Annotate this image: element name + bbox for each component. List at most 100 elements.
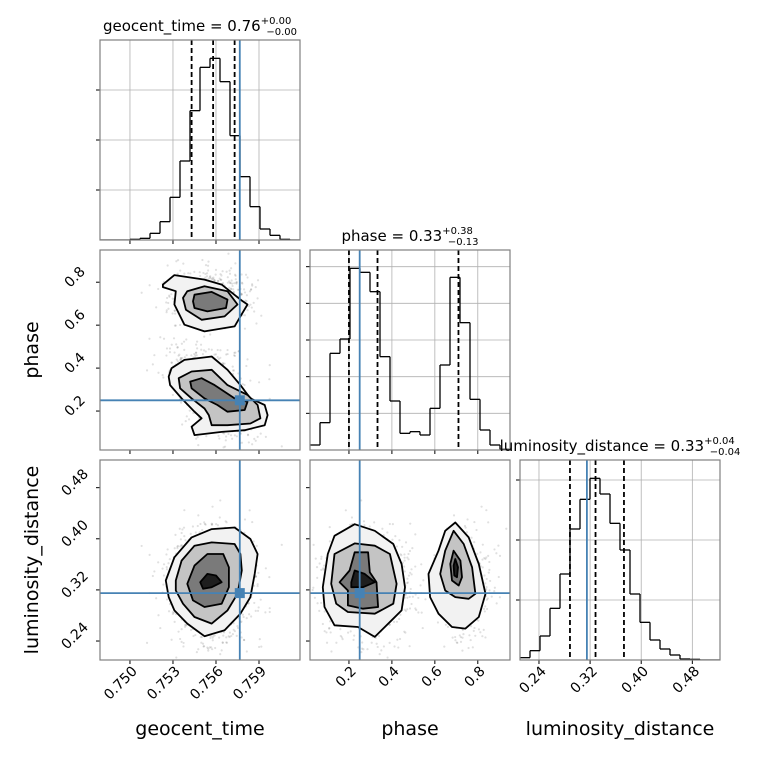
y-tick-label: 0.4 [62, 350, 89, 377]
scatter-point [218, 437, 221, 440]
scatter-point [451, 636, 454, 639]
scatter-point [221, 362, 224, 365]
scatter-point [495, 552, 498, 555]
scatter-point [214, 273, 217, 276]
scatter-point [225, 636, 228, 639]
scatter-point [483, 574, 486, 577]
scatter-point [403, 570, 406, 573]
scatter-point [233, 282, 236, 285]
scatter-point [216, 279, 220, 282]
scatter-point [165, 598, 169, 601]
scatter-point [240, 273, 243, 276]
scatter-point [243, 383, 246, 387]
scatter-point [403, 565, 406, 568]
scatter-point [230, 279, 233, 282]
scatter-point [320, 555, 323, 558]
scatter-point [374, 661, 376, 663]
scatter-point [495, 602, 498, 605]
scatter-point [232, 369, 236, 372]
truth-marker [354, 588, 365, 599]
scatter-point [236, 626, 240, 630]
scatter-point [218, 636, 221, 639]
scatter-point [409, 587, 412, 591]
scatter-point [250, 306, 253, 309]
scatter-point [251, 283, 254, 286]
scatter-point [219, 278, 222, 282]
scatter-point [176, 360, 180, 363]
scatter-point [228, 269, 231, 272]
scatter-point [328, 526, 331, 529]
scatter-point [223, 432, 226, 435]
scatter-point [321, 622, 324, 626]
scatter-point [268, 378, 271, 381]
scatter-point [153, 570, 156, 573]
scatter-point [148, 553, 151, 556]
scatter-point [201, 642, 205, 645]
scatter-point [180, 342, 183, 345]
scatter-point [251, 284, 254, 287]
scatter-point [253, 601, 256, 605]
histogram-panel-phase [306, 249, 511, 454]
scatter-point [171, 393, 174, 397]
scatter-point [403, 556, 406, 559]
scatter-point [268, 576, 271, 579]
scatter-point [280, 445, 283, 448]
scatter-point [193, 270, 196, 273]
scatter-point [415, 608, 418, 612]
scatter-point [218, 516, 221, 519]
scatter-point [223, 362, 226, 365]
scatter-point [302, 598, 304, 600]
scatter-point [176, 272, 179, 275]
scatter-point [242, 288, 246, 291]
scatter-point [485, 588, 488, 591]
scatter-point [196, 524, 199, 528]
scatter-point [240, 293, 243, 297]
scatter-point [249, 303, 252, 306]
scatter-point [180, 628, 183, 631]
scatter-point [240, 636, 243, 639]
scatter-point [222, 281, 225, 285]
scatter-point [484, 582, 487, 585]
scatter-point [320, 601, 323, 605]
scatter-point [254, 286, 257, 289]
scatter-point [242, 615, 245, 619]
scatter-point [244, 456, 246, 458]
scatter-point [207, 348, 210, 351]
scatter-point [422, 579, 425, 582]
scatter-point [466, 518, 469, 521]
scatter-point [176, 346, 179, 349]
scatter-point [488, 589, 491, 592]
scatter-point [228, 280, 231, 283]
scatter-point [347, 631, 350, 634]
scatter-point [229, 434, 233, 437]
scatter-point [210, 522, 213, 525]
scatter-point [179, 356, 182, 360]
scatter-point [483, 556, 486, 560]
scatter-point [476, 552, 479, 555]
scatter-point [248, 509, 251, 512]
scatter-point [197, 514, 200, 517]
scatter-point [436, 621, 440, 624]
scatter-point [182, 262, 185, 265]
scatter-point [217, 357, 220, 361]
scatter-point [456, 641, 459, 645]
scatter-point [234, 273, 237, 276]
scatter-point [203, 521, 206, 524]
scatter-point [214, 268, 218, 271]
scatter-point [260, 645, 263, 648]
scatter-point [417, 611, 420, 614]
scatter-point [323, 610, 326, 613]
scatter-point [362, 648, 365, 651]
scatter-point [485, 556, 488, 559]
x-tick-label: 0.753 [144, 664, 184, 704]
scatter-point [462, 633, 465, 636]
x-tick-label: 0.750 [101, 664, 141, 704]
scatter-point [419, 584, 422, 587]
scatter-point [339, 628, 342, 631]
scatter-point [392, 620, 396, 623]
scatter-point [203, 335, 206, 338]
scatter-point [189, 272, 192, 275]
scatter-point [330, 650, 333, 653]
scatter-point [228, 631, 231, 634]
